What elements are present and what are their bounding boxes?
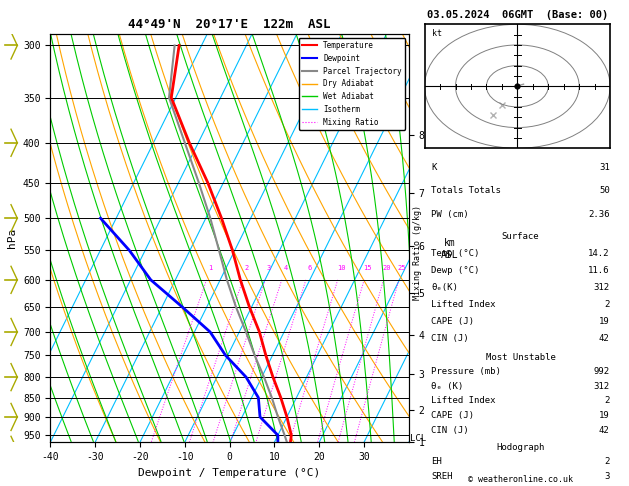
Y-axis label: km
ASL: km ASL	[441, 238, 459, 260]
Title: 44°49'N  20°17'E  122m  ASL: 44°49'N 20°17'E 122m ASL	[128, 18, 331, 32]
Text: θₑ(K): θₑ(K)	[431, 283, 458, 293]
Text: 2: 2	[604, 457, 610, 466]
Text: LCL: LCL	[410, 434, 426, 443]
Point	[512, 83, 522, 90]
Text: Surface: Surface	[502, 232, 539, 242]
Text: 25: 25	[398, 265, 406, 271]
Text: kt: kt	[432, 29, 442, 38]
Text: 42: 42	[599, 334, 610, 344]
Text: 50: 50	[599, 186, 610, 195]
Text: Totals Totals: Totals Totals	[431, 186, 501, 195]
Text: 312: 312	[594, 283, 610, 293]
Text: CIN (J): CIN (J)	[431, 334, 469, 344]
Text: 4: 4	[283, 265, 287, 271]
Text: 2: 2	[604, 397, 610, 405]
Text: 2: 2	[604, 300, 610, 310]
Text: 10: 10	[337, 265, 345, 271]
Text: Lifted Index: Lifted Index	[431, 300, 496, 310]
Text: EH: EH	[431, 457, 442, 466]
Text: Hodograph: Hodograph	[496, 443, 545, 451]
Text: 3: 3	[267, 265, 271, 271]
Text: Temp (°C): Temp (°C)	[431, 249, 480, 259]
Text: 15: 15	[364, 265, 372, 271]
Text: 3: 3	[604, 472, 610, 481]
Text: 20: 20	[382, 265, 391, 271]
Legend: Temperature, Dewpoint, Parcel Trajectory, Dry Adiabat, Wet Adiabat, Isotherm, Mi: Temperature, Dewpoint, Parcel Trajectory…	[299, 38, 405, 130]
Text: PW (cm): PW (cm)	[431, 210, 469, 219]
Text: CAPE (J): CAPE (J)	[431, 317, 474, 327]
Text: 992: 992	[594, 367, 610, 376]
Text: Lifted Index: Lifted Index	[431, 397, 496, 405]
X-axis label: Dewpoint / Temperature (°C): Dewpoint / Temperature (°C)	[138, 468, 321, 478]
Text: 03.05.2024  06GMT  (Base: 00): 03.05.2024 06GMT (Base: 00)	[426, 10, 608, 20]
Text: Dewp (°C): Dewp (°C)	[431, 266, 480, 276]
Text: 42: 42	[599, 426, 610, 434]
Text: 2: 2	[245, 265, 248, 271]
Text: CAPE (J): CAPE (J)	[431, 411, 474, 420]
Text: K: K	[431, 163, 437, 172]
Text: 19: 19	[599, 411, 610, 420]
Text: Pressure (mb): Pressure (mb)	[431, 367, 501, 376]
Text: Mixing Ratio (g/kg): Mixing Ratio (g/kg)	[413, 205, 421, 300]
Text: 14.2: 14.2	[588, 249, 610, 259]
Text: 2.36: 2.36	[588, 210, 610, 219]
Text: 6: 6	[308, 265, 311, 271]
Text: θₑ (K): θₑ (K)	[431, 382, 464, 391]
Text: SREH: SREH	[431, 472, 453, 481]
Text: CIN (J): CIN (J)	[431, 426, 469, 434]
Text: 11.6: 11.6	[588, 266, 610, 276]
Text: © weatheronline.co.uk: © weatheronline.co.uk	[468, 474, 573, 484]
Text: 1: 1	[208, 265, 213, 271]
Text: 31: 31	[599, 163, 610, 172]
Y-axis label: hPa: hPa	[8, 228, 18, 248]
Text: 19: 19	[599, 317, 610, 327]
Text: 312: 312	[594, 382, 610, 391]
Text: Most Unstable: Most Unstable	[486, 353, 555, 362]
